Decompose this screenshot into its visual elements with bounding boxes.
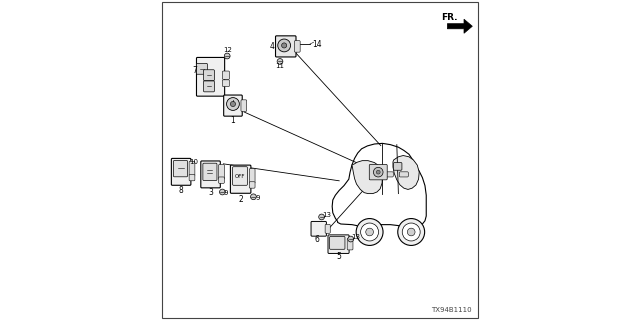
- Circle shape: [251, 194, 256, 200]
- FancyBboxPatch shape: [294, 41, 300, 52]
- FancyBboxPatch shape: [394, 163, 402, 170]
- FancyBboxPatch shape: [196, 58, 225, 96]
- FancyBboxPatch shape: [204, 81, 214, 92]
- Text: 12: 12: [223, 47, 232, 52]
- Circle shape: [376, 170, 380, 174]
- Circle shape: [319, 214, 324, 220]
- Circle shape: [398, 219, 425, 245]
- FancyBboxPatch shape: [241, 100, 247, 111]
- FancyBboxPatch shape: [203, 163, 217, 180]
- FancyBboxPatch shape: [201, 161, 220, 188]
- FancyBboxPatch shape: [275, 36, 296, 57]
- Text: FR.: FR.: [441, 13, 457, 22]
- Polygon shape: [352, 161, 383, 194]
- Polygon shape: [393, 156, 419, 189]
- Circle shape: [356, 219, 383, 245]
- Circle shape: [348, 236, 354, 242]
- Text: 9: 9: [223, 190, 228, 196]
- FancyBboxPatch shape: [249, 182, 255, 188]
- FancyBboxPatch shape: [219, 177, 225, 183]
- Text: OFF: OFF: [235, 173, 245, 179]
- Text: TX94B1110: TX94B1110: [431, 307, 472, 313]
- FancyBboxPatch shape: [189, 174, 195, 181]
- FancyBboxPatch shape: [369, 164, 387, 180]
- Circle shape: [220, 189, 225, 195]
- FancyBboxPatch shape: [399, 172, 408, 177]
- Circle shape: [230, 101, 236, 107]
- FancyBboxPatch shape: [223, 71, 230, 79]
- Circle shape: [374, 167, 383, 177]
- FancyBboxPatch shape: [348, 238, 353, 250]
- FancyBboxPatch shape: [219, 164, 225, 179]
- Text: 5: 5: [336, 252, 341, 261]
- Text: 9: 9: [255, 195, 260, 201]
- Text: 3: 3: [208, 188, 213, 197]
- Circle shape: [403, 223, 420, 241]
- FancyBboxPatch shape: [330, 236, 345, 249]
- Circle shape: [277, 59, 283, 64]
- Text: 14: 14: [312, 40, 322, 49]
- FancyBboxPatch shape: [230, 165, 251, 193]
- FancyBboxPatch shape: [189, 161, 195, 176]
- FancyBboxPatch shape: [325, 224, 330, 233]
- Circle shape: [225, 53, 230, 59]
- Circle shape: [408, 228, 415, 236]
- FancyBboxPatch shape: [311, 221, 326, 236]
- Text: 1: 1: [230, 116, 236, 125]
- FancyBboxPatch shape: [204, 70, 214, 81]
- Circle shape: [278, 39, 291, 52]
- FancyBboxPatch shape: [224, 95, 243, 116]
- FancyBboxPatch shape: [328, 235, 349, 253]
- Polygon shape: [447, 19, 472, 33]
- Circle shape: [361, 223, 379, 241]
- FancyBboxPatch shape: [223, 80, 230, 86]
- Text: 4: 4: [269, 42, 275, 51]
- Text: 7: 7: [192, 66, 197, 75]
- FancyBboxPatch shape: [249, 169, 255, 183]
- Polygon shape: [332, 143, 426, 236]
- Text: 2: 2: [238, 195, 243, 204]
- Circle shape: [227, 98, 239, 110]
- Text: 6: 6: [315, 235, 319, 244]
- Circle shape: [282, 43, 287, 48]
- Text: 11: 11: [275, 63, 285, 69]
- FancyBboxPatch shape: [196, 63, 207, 74]
- Circle shape: [366, 228, 374, 236]
- FancyBboxPatch shape: [172, 158, 191, 185]
- Text: 8: 8: [179, 186, 184, 195]
- Text: 10: 10: [189, 159, 198, 165]
- FancyBboxPatch shape: [233, 167, 248, 185]
- FancyBboxPatch shape: [384, 172, 393, 177]
- FancyBboxPatch shape: [173, 160, 188, 177]
- Text: 13: 13: [351, 235, 360, 240]
- Text: 13: 13: [322, 212, 331, 218]
